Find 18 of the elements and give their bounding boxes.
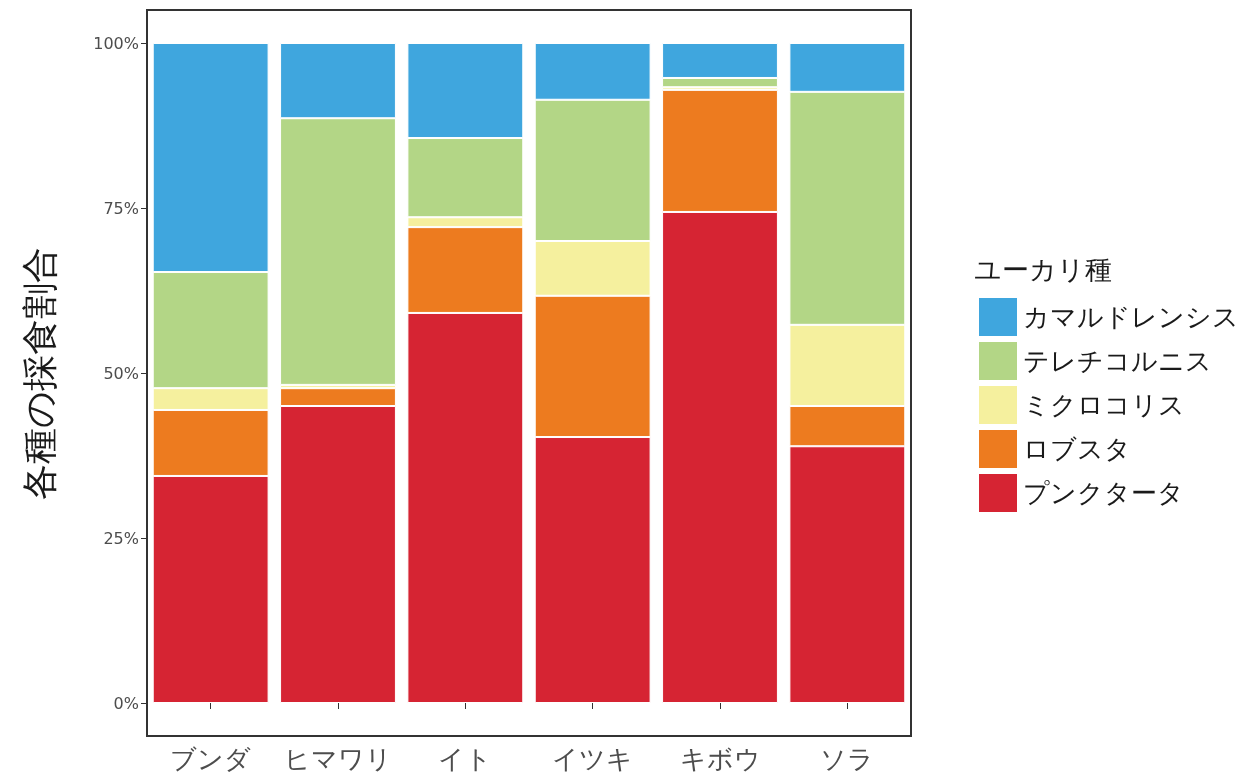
x-tick-label: ソラ — [820, 744, 875, 774]
y-tick-label: 25% — [103, 528, 139, 548]
legend-label: ミクロコリス — [1023, 390, 1185, 420]
y-tick-label: 100% — [93, 33, 139, 53]
x-tick-label: イト — [438, 744, 493, 774]
legend-label: カマルドレンシス — [1023, 302, 1239, 332]
y-tick-label: 0% — [113, 693, 139, 713]
legend-label: プンクタータ — [1023, 478, 1184, 508]
x-tick-label: ヒマワリ — [284, 744, 392, 774]
x-tick-label: キボウ — [679, 744, 761, 774]
legend-title: ユーカリ種 — [974, 254, 1112, 285]
x-tick-label: イツキ — [552, 744, 634, 774]
x-tick-label: ブンダ — [170, 744, 252, 774]
y-axis-title: 各種の採食割合 — [18, 246, 60, 500]
legend-label: テレチコルニス — [1023, 346, 1212, 376]
legend-label: ロブスタ — [1023, 434, 1131, 464]
y-tick-label: 75% — [103, 198, 139, 218]
y-tick-label: 50% — [103, 363, 139, 383]
